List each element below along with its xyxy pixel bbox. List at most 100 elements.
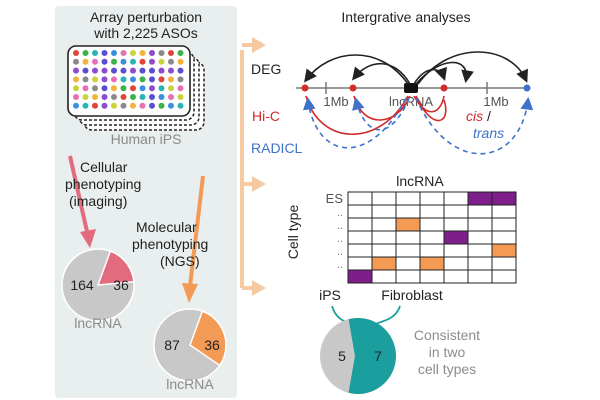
plate-well	[73, 76, 79, 83]
plate-well	[177, 58, 184, 65]
plate-well	[149, 85, 155, 92]
plate-well	[139, 67, 146, 74]
deg-arc-2	[351, 62, 411, 85]
plate-well	[111, 94, 117, 100]
tick-left-label: 1Mb	[323, 94, 348, 109]
tick-center-label: lncRNA	[389, 94, 433, 109]
matrix-cell	[395, 256, 421, 271]
plate-well	[130, 94, 136, 100]
hic-label: Hi-C	[252, 108, 280, 124]
plate-well	[82, 76, 89, 83]
array-title-line1: Array perturbation	[90, 9, 202, 25]
plate-well	[120, 50, 127, 56]
plate-well	[82, 94, 89, 100]
plate-well	[120, 67, 127, 74]
plate-wells	[73, 50, 184, 109]
matrix-cell	[371, 230, 397, 245]
matrix-cell	[443, 191, 469, 206]
plate-well	[177, 76, 184, 83]
matrix-cell	[395, 269, 421, 284]
plate-well	[101, 85, 108, 92]
pie-cellular-label: lncRNA	[74, 315, 122, 331]
cellular-arrow-shaft	[68, 155, 90, 237]
pie-molecular-colored-value: 36	[204, 337, 220, 353]
plate-well	[149, 67, 155, 74]
plate-well	[149, 76, 155, 83]
pie-consistency-colored-slice	[348, 318, 397, 394]
cellular-line3: (imaging)	[69, 193, 127, 209]
radicl-arc-2	[352, 96, 410, 131]
plate-well	[158, 67, 165, 74]
matrix-row-label: ..	[337, 220, 343, 232]
matrix-cell	[491, 191, 517, 206]
matrix-cell	[491, 243, 517, 258]
plate-well	[111, 102, 117, 109]
plate-well	[177, 94, 184, 100]
plate-well	[82, 67, 89, 74]
pie-consistency-gray-value: 5	[338, 348, 346, 364]
plate-well	[111, 58, 117, 65]
cellular-arrow-head	[80, 229, 96, 248]
aso-plate-stack	[67, 45, 205, 131]
matrix-cell	[347, 243, 373, 258]
pie-cellular-colored-value: 36	[113, 277, 129, 293]
matrix-cell	[347, 204, 373, 219]
plate-well	[101, 102, 108, 109]
plate-well	[158, 94, 165, 100]
plate-well	[73, 58, 79, 65]
matrix-cell	[491, 256, 517, 271]
locus-dot-red-3	[440, 84, 448, 92]
consistent-line2: in two	[429, 344, 466, 360]
molecular-arrow-head	[182, 283, 198, 303]
tick-right-label: 1Mb	[483, 94, 508, 109]
plate-well	[177, 85, 184, 92]
matrix-cell	[443, 243, 469, 258]
matrix-cell	[419, 204, 445, 219]
matrix-cell	[419, 243, 445, 258]
matrix-cell	[371, 269, 397, 284]
pie-molecular	[153, 308, 227, 382]
plate-well	[139, 85, 146, 92]
matrix-cell	[371, 191, 397, 206]
plate-well	[101, 50, 108, 56]
plate-well	[130, 67, 136, 74]
plate-well	[120, 85, 127, 92]
plate-well	[130, 50, 136, 56]
plate-well	[111, 67, 117, 74]
consistent-line1: Consistent	[414, 327, 480, 343]
integrative-title: Intergrative analyses	[341, 9, 470, 25]
plate-well	[82, 58, 89, 65]
matrix-cell	[395, 204, 421, 219]
trans-label: trans	[473, 125, 504, 141]
connector-arrows	[240, 37, 266, 296]
matrix-row-label: ..	[337, 233, 343, 245]
pie-consistency-colored-value: 7	[374, 348, 382, 364]
locus-dot-red-2	[349, 84, 357, 92]
matrix-title: lncRNA	[396, 173, 444, 189]
deg-label: DEG	[251, 61, 281, 77]
matrix-axis-label: Cell type	[285, 205, 301, 260]
plate-well	[101, 58, 108, 65]
matrix-cell	[419, 217, 445, 232]
plate-well	[168, 94, 174, 100]
plate-well	[158, 102, 165, 109]
matrix-cell	[395, 243, 421, 258]
matrix-cell	[491, 230, 517, 245]
deg-arcs	[304, 51, 528, 85]
hic-arc-1	[305, 95, 409, 136]
plate-well	[101, 67, 108, 74]
matrix-cell	[395, 191, 421, 206]
plate-well	[73, 67, 79, 74]
plate-well	[177, 67, 184, 74]
locus-dot-blue	[523, 84, 531, 92]
plate-well	[139, 102, 146, 109]
plate-well	[149, 50, 155, 56]
radicl-arc-3	[415, 96, 534, 155]
plate-well	[82, 50, 89, 56]
consistent-line3: cell types	[418, 361, 476, 377]
plate-well	[73, 85, 79, 92]
matrix-cell	[467, 256, 493, 271]
plate-well	[73, 50, 79, 56]
